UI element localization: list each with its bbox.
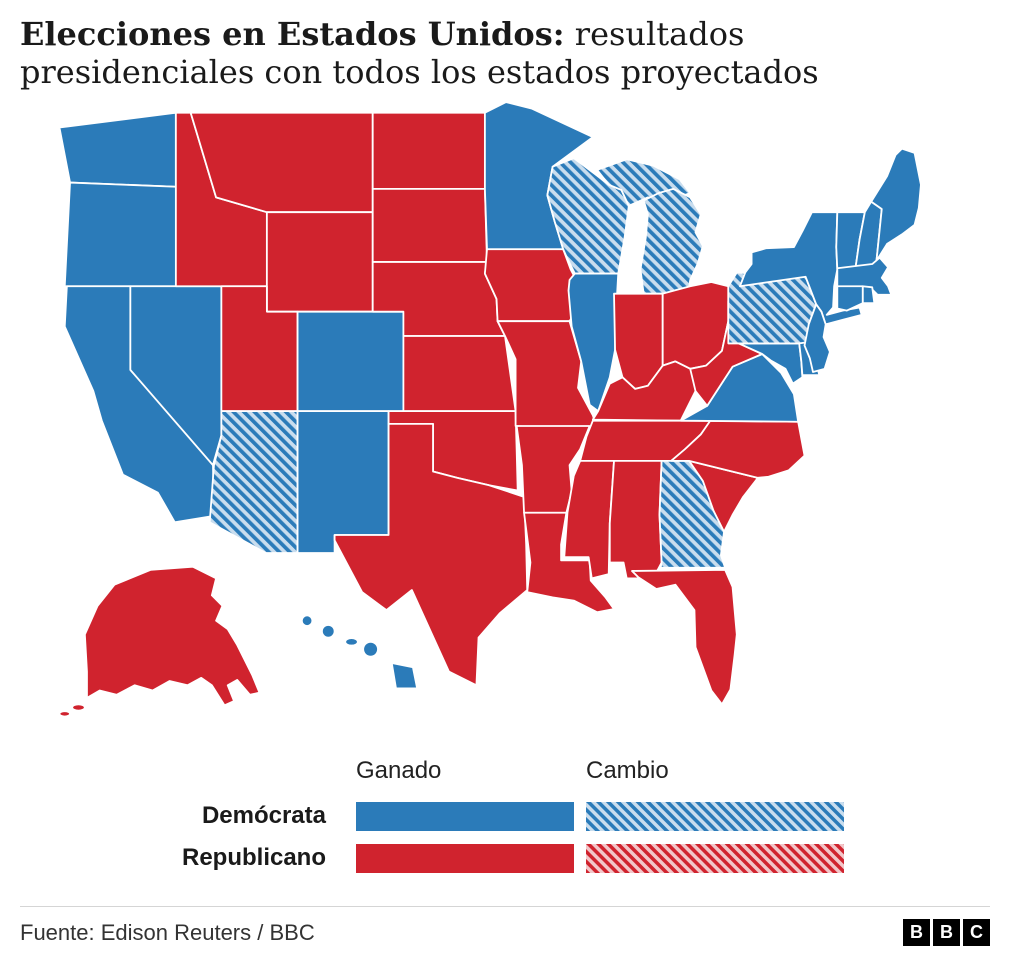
page-title: Elecciones en Estados Unidos: resultados…: [20, 15, 920, 92]
state-new-mexico: [296, 409, 390, 554]
footer: Fuente: Edison Reuters / BBC B B C: [20, 906, 990, 960]
state-oregon: [63, 181, 179, 287]
us-election-map: [20, 100, 990, 735]
title-bold: Elecciones en Estados Unidos:: [20, 15, 565, 53]
state-colorado: [296, 310, 405, 412]
legend-swatch-republican-won: [356, 843, 574, 873]
state-north-carolina: [670, 419, 806, 479]
state-alabama: [608, 459, 663, 579]
legend-label-republican: Republicano: [181, 844, 326, 871]
source-text: Fuente: Edison Reuters / BBC: [20, 919, 315, 945]
state-michigan: [596, 157, 704, 295]
legend-swatch-democrat-won: [356, 801, 574, 831]
state-louisiana: [523, 511, 615, 613]
legend-header-change: Cambio: [586, 756, 669, 784]
state-wyoming: [265, 210, 374, 313]
state-south-dakota: [371, 187, 488, 263]
state-wisconsin: [546, 156, 630, 274]
state-connecticut: [836, 284, 864, 312]
state-rhode-island: [861, 284, 876, 304]
state-new-jersey: [803, 302, 831, 373]
bbc-logo-block-1: B: [903, 919, 930, 946]
state-washington: [58, 111, 177, 188]
state-alaska: [58, 565, 261, 717]
legend-header-won: Ganado: [356, 756, 442, 784]
map-svg: [58, 100, 922, 717]
state-montana: [189, 111, 374, 213]
title-rest: resultados presidenciales con todos los …: [20, 15, 819, 91]
bbc-logo-block-2: B: [933, 919, 960, 946]
state-north-dakota: [371, 111, 486, 190]
legend-label-democrat: Demócrata: [201, 802, 326, 829]
legend: Ganado Cambio Demócrata Republicano: [92, 757, 990, 873]
state-texas: [333, 422, 529, 686]
bbc-logo: B B C: [903, 919, 990, 946]
legend-swatch-republican-change: [586, 843, 844, 873]
state-arizona: [208, 409, 299, 554]
state-south-carolina: [688, 459, 759, 533]
state-florida: [631, 568, 738, 705]
state-hawaii: [300, 614, 419, 689]
bbc-logo-block-3: C: [963, 919, 990, 946]
state-kansas: [402, 334, 517, 412]
legend-swatch-democrat-change: [586, 801, 844, 831]
state-maine: [870, 147, 922, 262]
